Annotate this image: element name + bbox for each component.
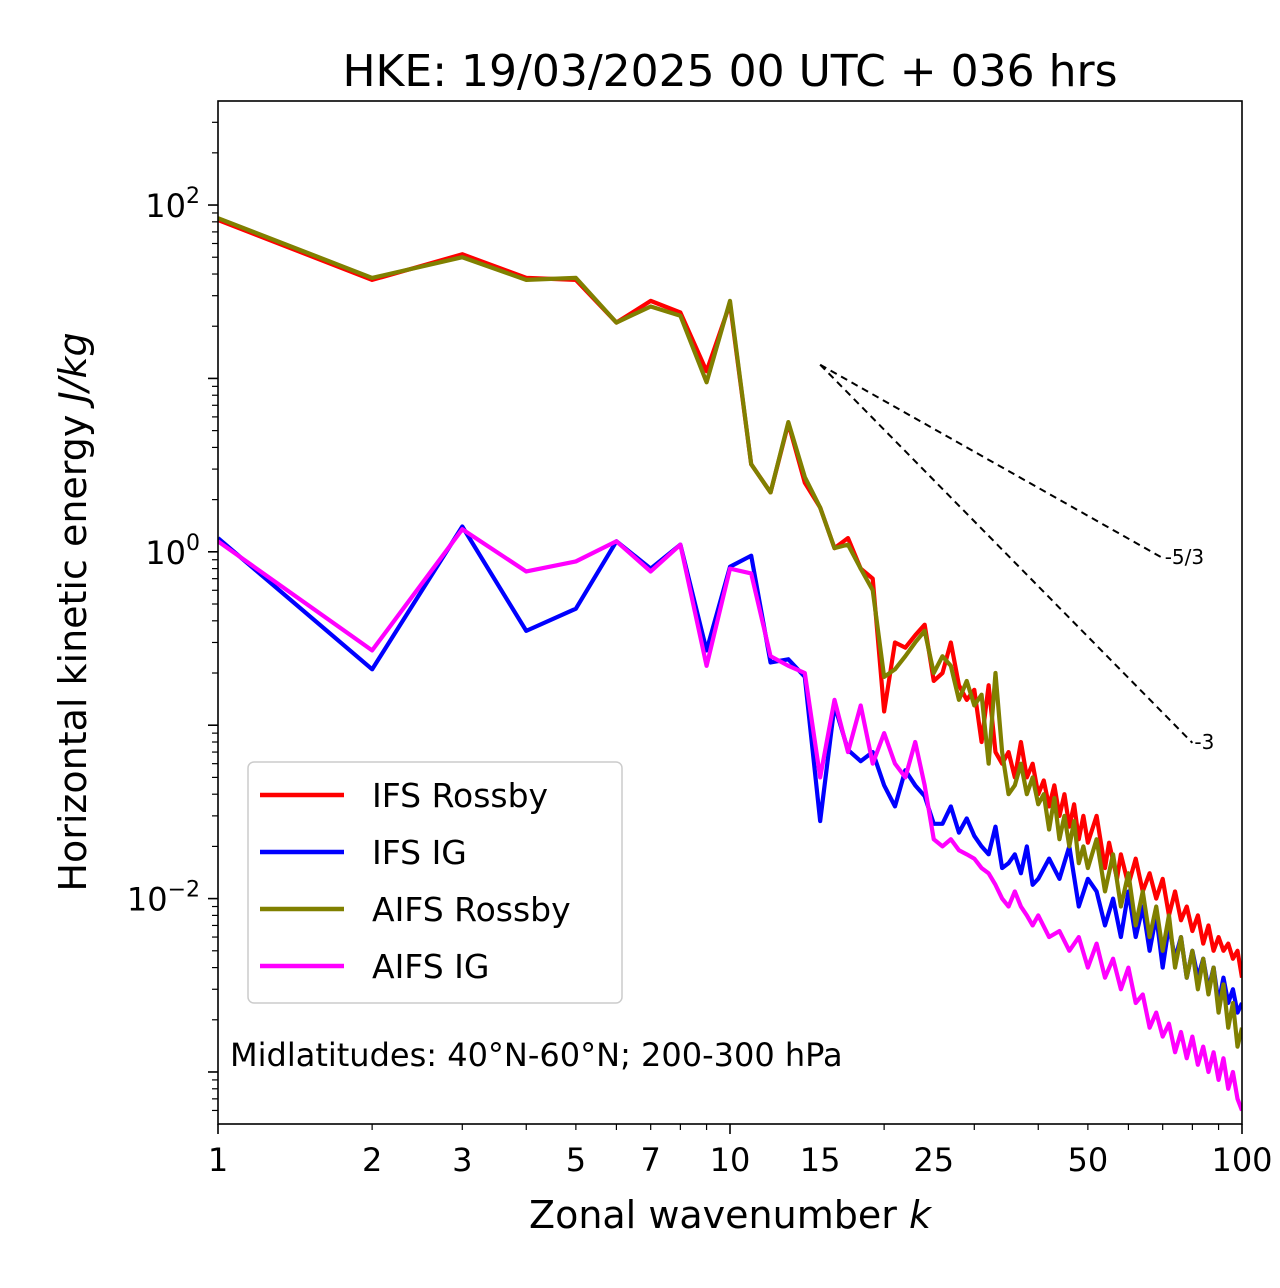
slope-label-5-3: -5/3 [1165, 545, 1204, 569]
reference-slope-lines: -5/3 -3 [819, 363, 1214, 754]
x-tick-label: 50 [1068, 1141, 1109, 1179]
legend: IFS Rossby IFS IG AIFS Rossby AIFS IG [247, 761, 623, 1004]
y-axis-label-italic: J/kg [51, 332, 95, 409]
x-tick-label: 2 [362, 1141, 382, 1179]
series-line-aifs-rossby [218, 216, 1242, 1049]
x-tick-label: 1 [208, 1141, 228, 1179]
legend-label-aifs-rossby: AIFS Rossby [372, 890, 571, 929]
x-tick-label: 10 [710, 1141, 751, 1179]
legend-label-ifs-rossby: IFS Rossby [372, 776, 548, 815]
y-axis-label-main: Horizontal kinetic energy [51, 403, 95, 892]
x-tick-label: 25 [913, 1141, 954, 1179]
legend-label-ifs-ig: IFS IG [372, 833, 467, 872]
y-axis-ticks: 102 100 10−2 [127, 121, 218, 1112]
slope-line-3 [819, 363, 1194, 744]
x-axis-label: Zonal wavenumber k [529, 1193, 933, 1237]
slope-label-3: -3 [1194, 730, 1214, 754]
legend-box [247, 761, 623, 1004]
y-tick-label: 102 [145, 184, 200, 225]
y-axis-label: Horizontal kinetic energy J/kg [51, 332, 95, 891]
x-tick-label: 15 [800, 1141, 841, 1179]
plot-area: -5/3 -3 1 2 3 5 7 10 15 25 50 100 102 100 10−2 [127, 100, 1273, 1179]
y-tick-label: 100 [145, 531, 200, 572]
y-tick-label: 10−2 [127, 878, 200, 919]
chart-title: HKE: 19/03/2025 00 UTC + 036 hrs [342, 46, 1117, 97]
x-axis-ticks: 1 2 3 5 7 10 15 25 50 100 [208, 1124, 1273, 1179]
slope-line-5-3 [819, 363, 1164, 559]
legend-label-aifs-ig: AIFS IG [372, 947, 489, 986]
x-tick-label: 7 [641, 1141, 661, 1179]
x-tick-label: 3 [452, 1141, 472, 1179]
x-tick-label: 100 [1211, 1141, 1272, 1179]
region-annotation: Midlatitudes: 40°N-60°N; 200-300 hPa [230, 1036, 843, 1074]
x-axis-label-main: Zonal wavenumber [529, 1193, 909, 1237]
series-line-aifs-ig [218, 527, 1242, 1112]
x-axis-label-italic: k [909, 1193, 933, 1237]
x-tick-label: 5 [566, 1141, 586, 1179]
series-lines [218, 216, 1242, 1112]
